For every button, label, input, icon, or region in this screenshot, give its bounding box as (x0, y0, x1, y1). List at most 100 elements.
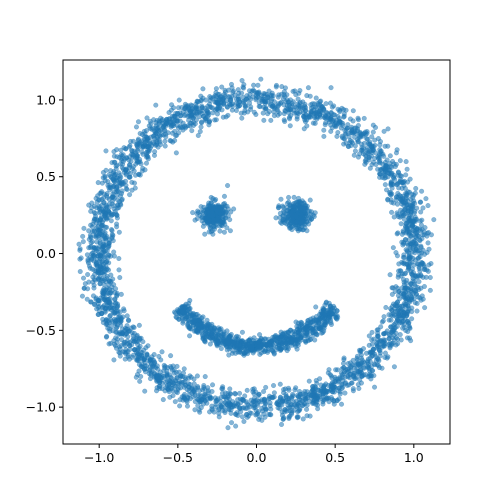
scatter-point (401, 252, 407, 258)
scatter-point (352, 370, 358, 376)
scatter-point (262, 347, 268, 353)
scatter-point (198, 93, 204, 99)
scatter-point (113, 211, 119, 217)
scatter-point (394, 231, 400, 237)
scatter-point (230, 341, 236, 347)
scatter-point (304, 413, 310, 419)
scatter-point (304, 389, 310, 395)
scatter-point (403, 220, 409, 226)
scatter-point (156, 121, 162, 127)
scatter-point (216, 204, 222, 210)
scatter-point (391, 332, 397, 338)
scatter-point (382, 143, 388, 149)
scatter-point (202, 339, 208, 345)
scatter-point (358, 141, 364, 147)
scatter-point (210, 382, 216, 388)
scatter-point (361, 365, 367, 371)
scatter-point (244, 387, 250, 393)
scatter-point (328, 128, 334, 134)
scatter-point (403, 301, 409, 307)
scatter-point (290, 213, 296, 219)
scatter-point (285, 396, 291, 402)
scatter-point (277, 381, 283, 387)
scatter-point (243, 350, 249, 356)
scatter-point (101, 268, 107, 274)
scatter-point (284, 92, 290, 98)
scatter-point (377, 147, 383, 153)
scatter-point (308, 316, 314, 322)
scatter-point (280, 341, 286, 347)
scatter-point (109, 323, 115, 329)
scatter-point (176, 97, 182, 103)
scatter-point (174, 390, 180, 396)
scatter-point (406, 250, 412, 256)
scatter-point (187, 333, 193, 339)
scatter-point (173, 133, 179, 139)
scatter-point (219, 386, 225, 392)
scatter-point (138, 374, 144, 380)
scatter-point (387, 272, 393, 278)
scatter-point (290, 391, 296, 397)
scatter-point (284, 221, 290, 227)
scatter-point (107, 312, 113, 318)
scatter-point (202, 386, 208, 392)
scatter-point (113, 335, 119, 341)
scatter-point (329, 384, 335, 390)
scatter-point (393, 150, 399, 156)
scatter-point (231, 206, 237, 212)
scatter-point (145, 154, 151, 160)
scatter-point (306, 378, 312, 384)
scatter-point (218, 403, 224, 409)
scatter-point (305, 208, 311, 214)
scatter-point (297, 88, 303, 94)
scatter-point (294, 337, 300, 343)
scatter-point (136, 159, 142, 165)
scatter-point (262, 91, 268, 97)
scatter-point (178, 381, 184, 387)
scatter-point (324, 318, 330, 324)
scatter-point (244, 405, 250, 411)
scatter-point (365, 151, 371, 157)
scatter-point (93, 259, 99, 265)
scatter-point (164, 372, 170, 378)
scatter-point (369, 368, 375, 374)
scatter-point (311, 388, 317, 394)
scatter-point (304, 123, 310, 129)
scatter-point (198, 209, 204, 215)
scatter-point (256, 103, 262, 109)
scatter-point (239, 414, 245, 420)
scatter-point (287, 123, 293, 129)
scatter-point (221, 193, 227, 199)
scatter-point (204, 317, 210, 323)
scatter-point (271, 383, 277, 389)
scatter-point (263, 384, 269, 390)
scatter-point (137, 335, 143, 341)
scatter-point (418, 297, 424, 303)
scatter-point (110, 176, 116, 182)
scatter-point (97, 264, 103, 270)
scatter-point (377, 171, 383, 177)
scatter-point (218, 346, 224, 352)
scatter-point (369, 134, 375, 140)
scatter-point (327, 100, 333, 106)
scatter-point (133, 152, 139, 158)
scatter-point (105, 290, 111, 296)
scatter-point (303, 107, 309, 113)
scatter-point (408, 281, 414, 287)
scatter-point (269, 394, 275, 400)
scatter-point (273, 347, 279, 353)
scatter-point (313, 304, 319, 310)
scatter-point (411, 239, 417, 245)
scatter-point (210, 196, 216, 202)
scatter-point (85, 272, 91, 278)
scatter-point (248, 104, 254, 110)
scatter-point (326, 117, 332, 123)
scatter-point (222, 93, 228, 99)
scatter-point (99, 310, 105, 316)
scatter-point (168, 374, 174, 380)
scatter-point (383, 162, 389, 168)
scatter-point (425, 203, 431, 209)
scatter-point (121, 341, 127, 347)
scatter-point (308, 102, 314, 108)
scatter-point (116, 256, 122, 262)
